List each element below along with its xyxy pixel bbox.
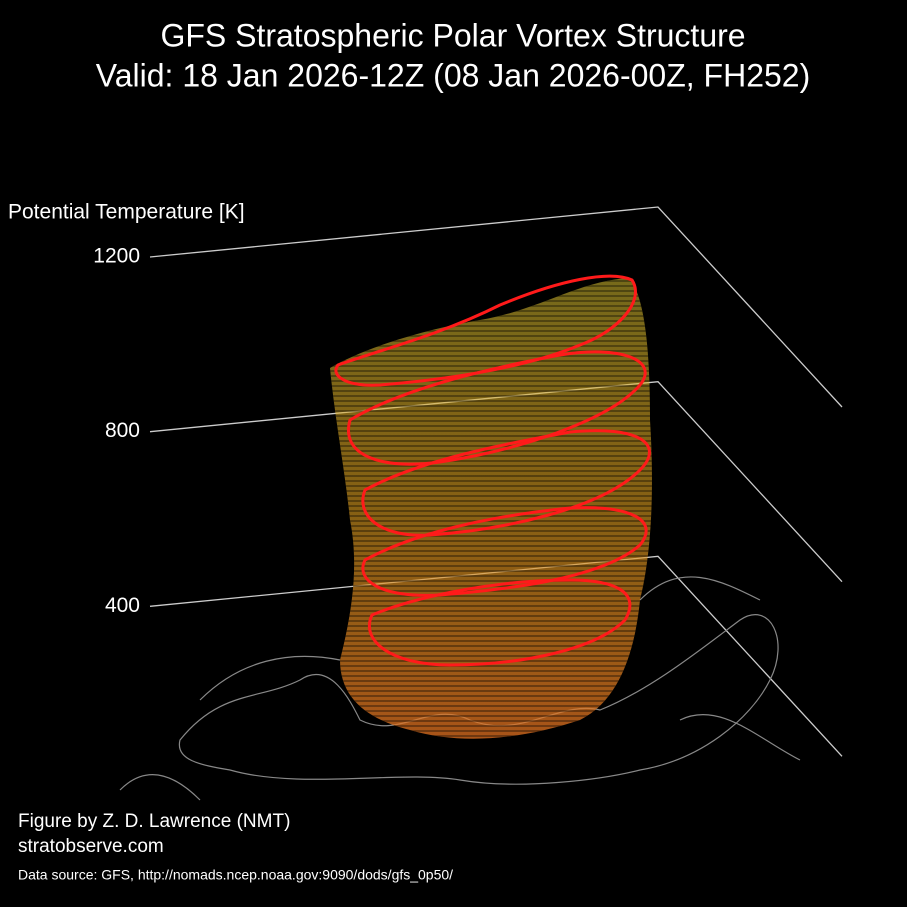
coastlines (119, 576, 801, 801)
grid-line (149, 206, 843, 408)
website: stratobserve.com (18, 836, 164, 857)
data-source: Data source: GFS, http://nomads.ncep.noa… (18, 867, 453, 883)
z-axis-label: Potential Temperature [K] (8, 201, 245, 224)
vortex (330, 274, 652, 739)
axes: 400 800 1200 (93, 206, 843, 757)
z-tick-label: 800 (105, 419, 140, 442)
credit: Figure by Z. D. Lawrence (NMT) (18, 811, 290, 832)
grid-line (149, 380, 843, 583)
z-tick-label: 1200 (93, 245, 140, 268)
grid-line (149, 555, 843, 757)
chart-title: GFS Stratospheric Polar Vortex Structure (160, 17, 745, 53)
z-tick-label: 400 (105, 594, 140, 617)
chart-subtitle: Valid: 18 Jan 2026-12Z (08 Jan 2026-00Z,… (96, 57, 811, 93)
